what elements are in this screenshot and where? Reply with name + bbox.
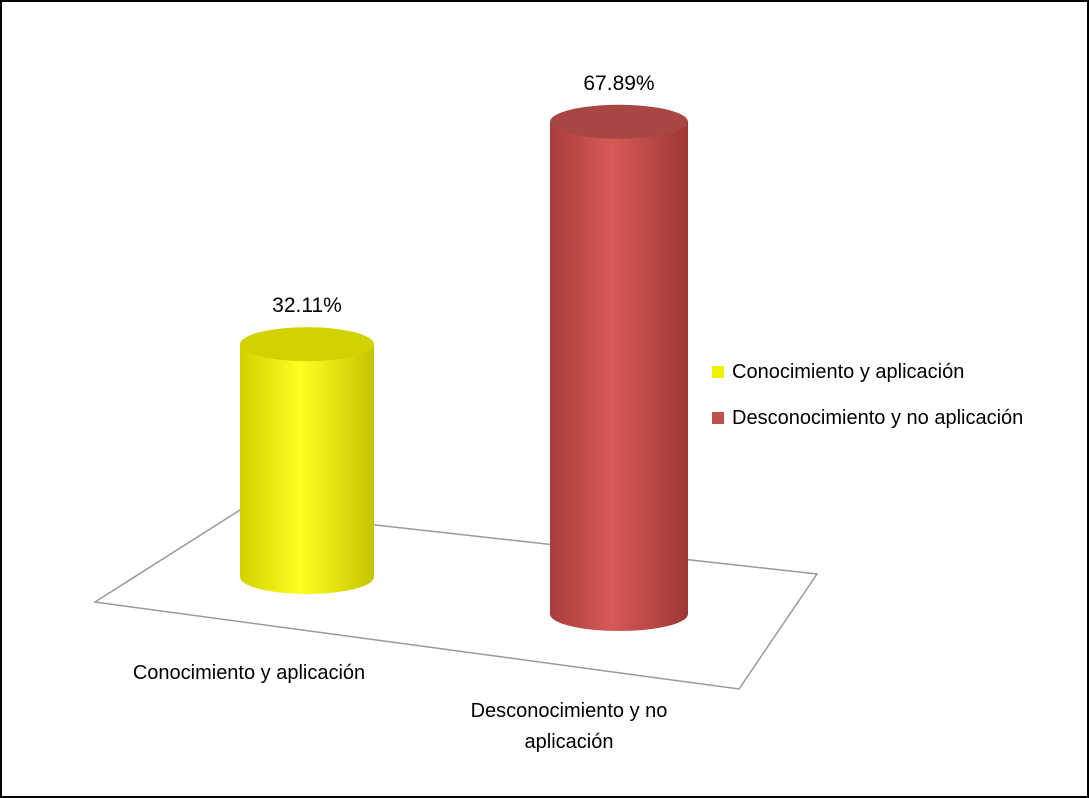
legend: Conocimiento y aplicación Desconocimient… <box>712 360 1023 452</box>
category-label-0: Conocimiento y aplicación <box>133 662 365 684</box>
data-labels-layer: 32.11% 67.89% <box>272 72 654 317</box>
bar-0 <box>240 327 374 594</box>
bar-1 <box>550 104 688 632</box>
bar-cap-shade-0 <box>240 327 374 362</box>
legend-label-0: Conocimiento y aplicación <box>732 360 965 383</box>
bars-layer <box>240 104 688 632</box>
legend-item-1: Desconocimiento y no aplicación <box>712 406 1023 430</box>
data-label-1: 67.89% <box>583 72 654 95</box>
legend-item-0: Conocimiento y aplicación <box>712 360 1023 384</box>
legend-swatch-1 <box>712 412 724 424</box>
data-label-0: 32.11% <box>272 294 342 317</box>
bar-cap-1 <box>550 104 688 139</box>
bar-body-1 <box>550 121 688 632</box>
bar-cap-shade-1 <box>550 104 688 139</box>
bar-body-0 <box>240 344 374 594</box>
category-labels-layer: Conocimiento y aplicación Desconocimiento… <box>133 662 668 753</box>
bar-cap-0 <box>240 327 374 362</box>
legend-swatch-0 <box>712 366 724 378</box>
category-label-1: aplicación <box>525 731 614 753</box>
category-label-1: Desconocimiento y no <box>471 700 668 722</box>
legend-label-1: Desconocimiento y no aplicación <box>732 406 1024 429</box>
